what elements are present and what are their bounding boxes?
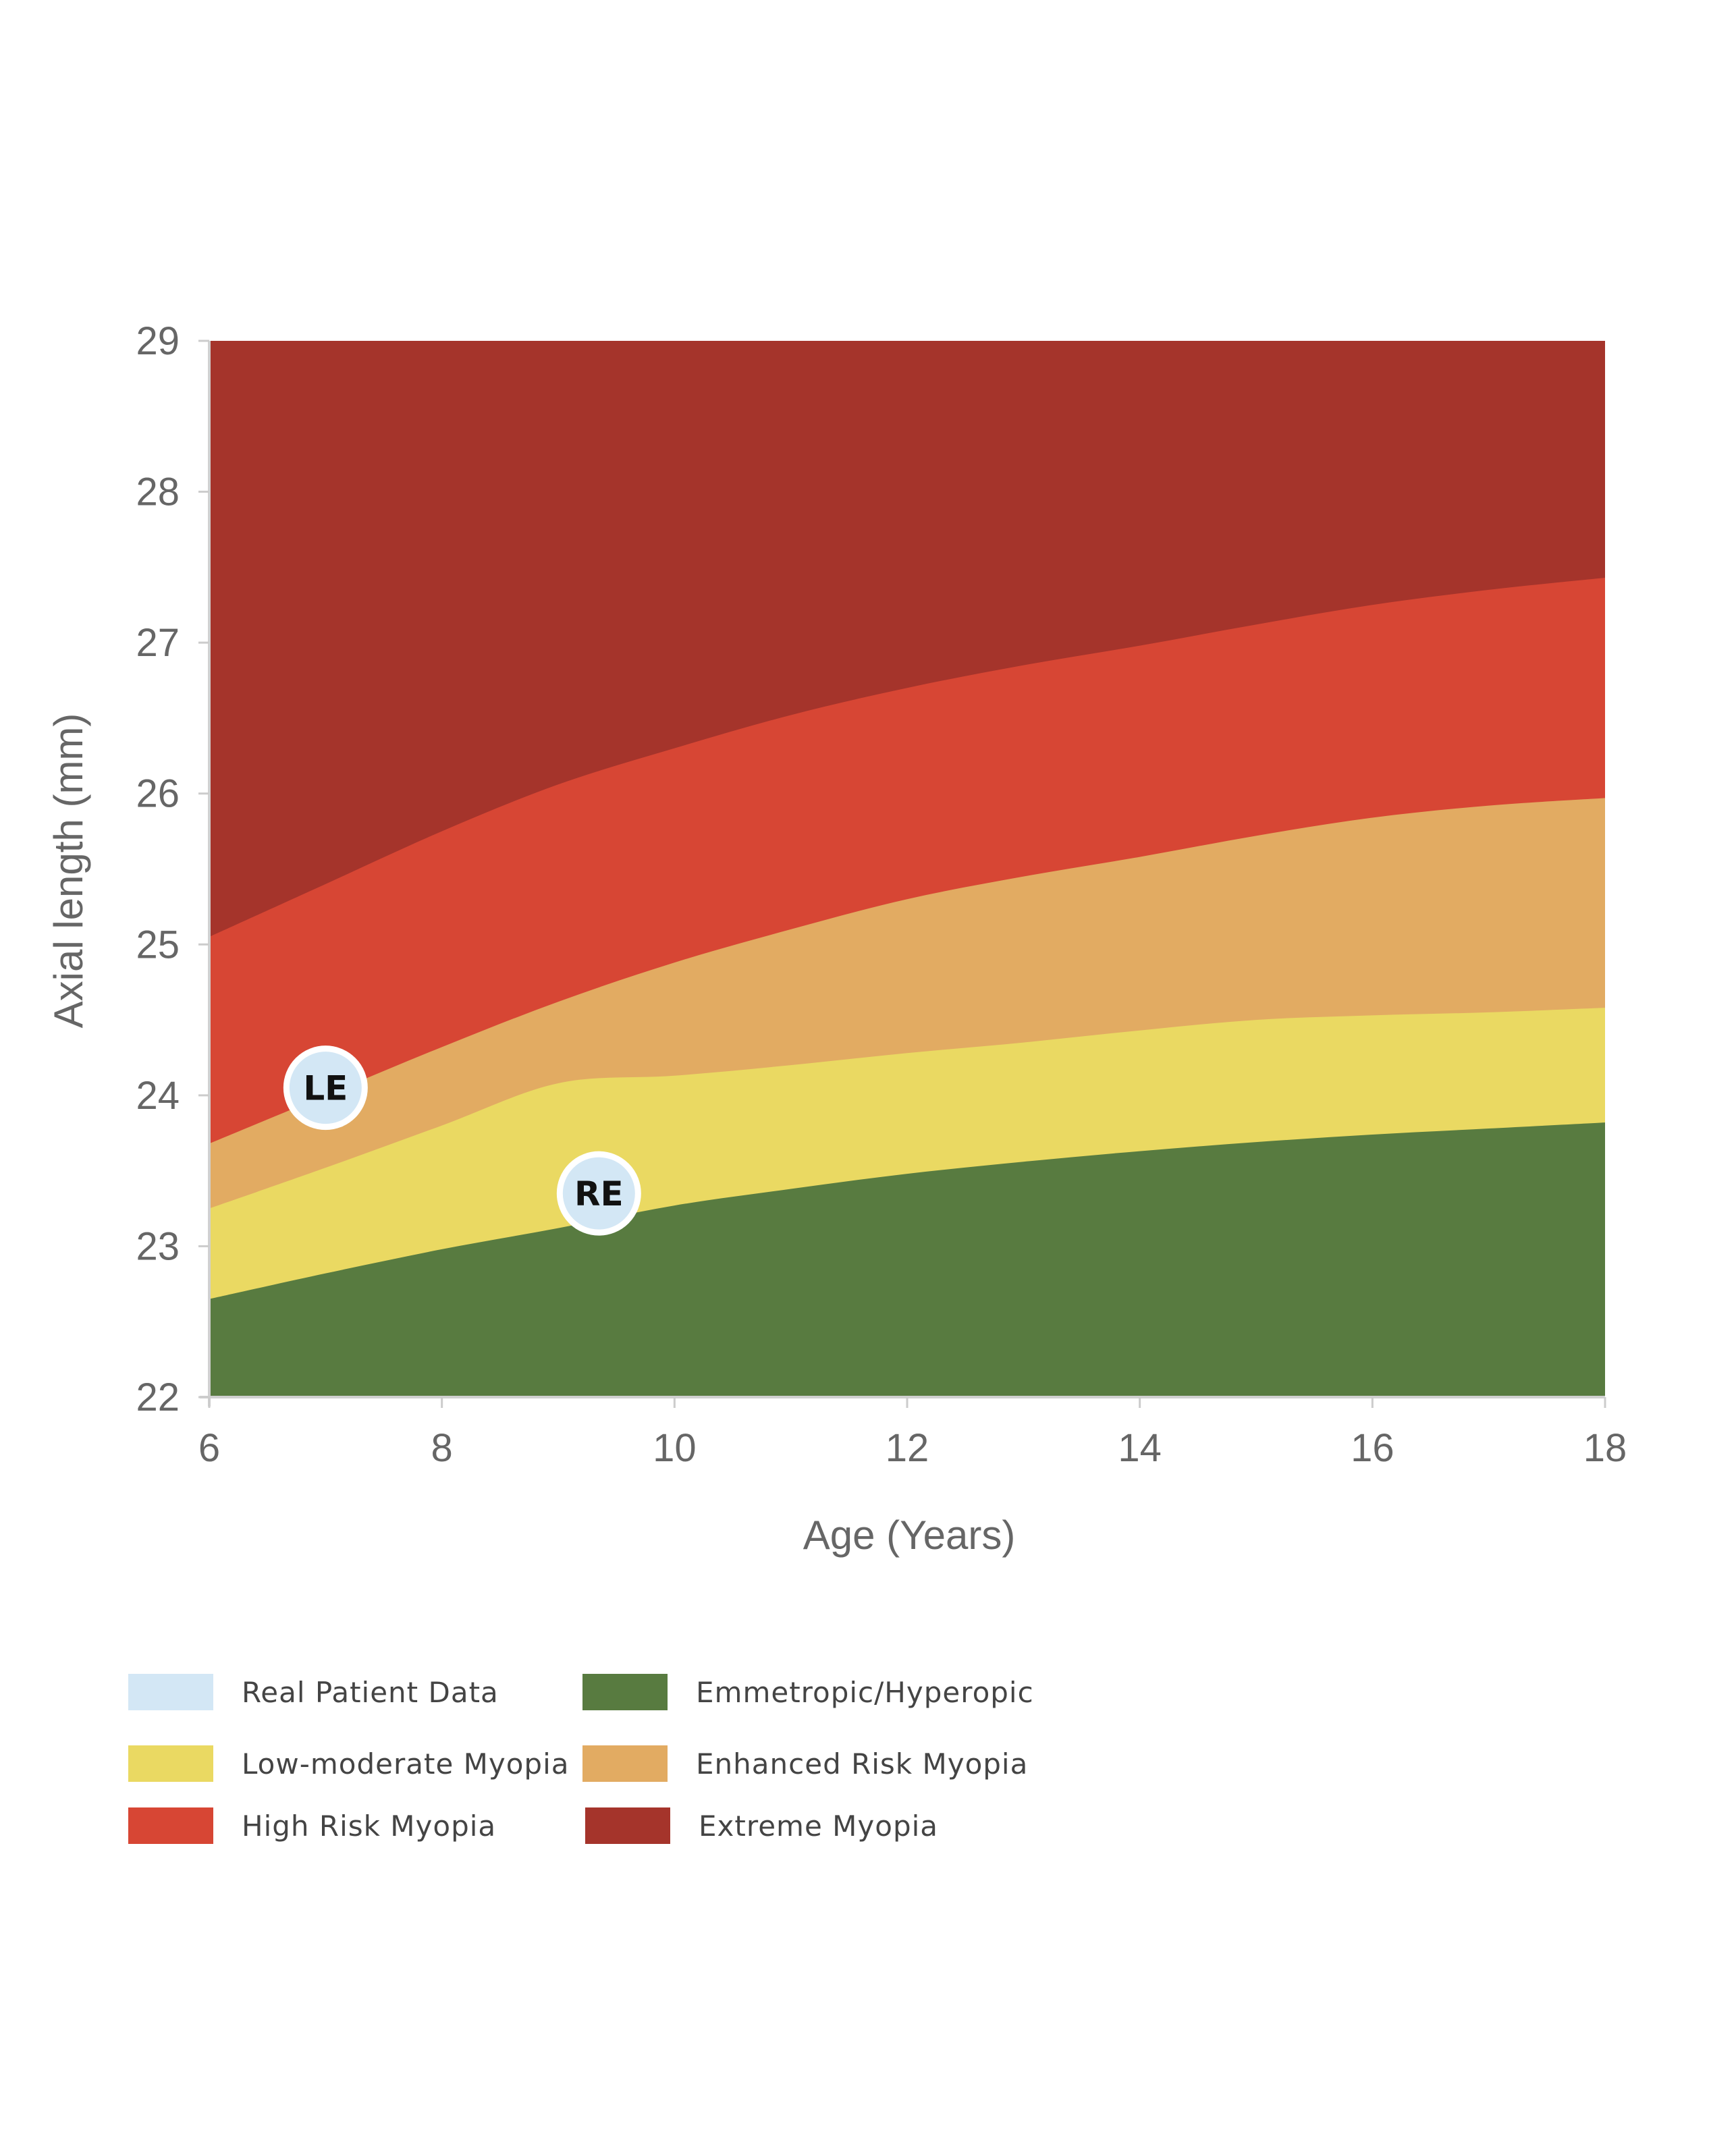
- x-axis-title: Age (Years): [803, 1513, 1016, 1558]
- y-axis-title: Axial length (mm): [46, 713, 91, 1029]
- patient-marker-le[interactable]: LE: [283, 1045, 368, 1131]
- legend-item-real-patient-data: Real Patient Data: [128, 1674, 499, 1710]
- x-tick-label: 18: [1583, 1426, 1627, 1470]
- legend-label: Enhanced Risk Myopia: [696, 1747, 1029, 1780]
- y-tick-label: 26: [136, 772, 180, 816]
- risk-bands: [209, 341, 1605, 1398]
- x-tick-label: 14: [1118, 1426, 1162, 1470]
- legend-swatch: [128, 1745, 213, 1782]
- x-tick-label: 12: [886, 1426, 929, 1470]
- legend-swatch: [128, 1807, 213, 1844]
- chart: 22 23 24 25 26 27 28 29 6 8 10 12 14 16 18 LE RE Age (Y…: [46, 319, 1627, 1558]
- patient-marker-circle: [283, 1045, 368, 1131]
- patient-marker-circle: [556, 1151, 641, 1236]
- band-emmetropic: [209, 1122, 1605, 1397]
- legend-swatch: [582, 1745, 668, 1782]
- y-tick-label: 28: [136, 470, 180, 514]
- legend-label: High Risk Myopia: [242, 1809, 497, 1843]
- legend-item-enhanced: Enhanced Risk Myopia: [582, 1745, 1028, 1782]
- legend: Real Patient Data Emmetropic/Hyperopic L…: [128, 1674, 1073, 1876]
- x-tick-label: 8: [431, 1426, 453, 1470]
- legend-label: Extreme Myopia: [699, 1809, 939, 1843]
- legend-swatch: [128, 1674, 213, 1710]
- y-tick-label: 23: [136, 1224, 180, 1268]
- legend-label: Real Patient Data: [242, 1675, 499, 1709]
- legend-label: Emmetropic/Hyperopic: [696, 1675, 1034, 1709]
- x-tick-label: 10: [653, 1426, 697, 1470]
- legend-item-high-risk: High Risk Myopia: [128, 1807, 496, 1844]
- y-tick-label: 22: [136, 1376, 180, 1419]
- x-tick-label: 16: [1351, 1426, 1394, 1470]
- patient-markers: LE RE: [283, 1045, 641, 1236]
- legend-item-extreme: Extreme Myopia: [585, 1807, 938, 1844]
- legend-item-emmetropic: Emmetropic/Hyperopic: [582, 1674, 1034, 1710]
- y-tick-label: 24: [136, 1074, 180, 1118]
- x-tick-label: 6: [198, 1426, 220, 1470]
- y-tick-label: 27: [136, 621, 180, 665]
- legend-swatch: [582, 1674, 668, 1710]
- y-tick-label: 29: [136, 319, 180, 363]
- axes: 22 23 24 25 26 27 28 29 6 8 10 12 14 16 18: [136, 319, 1627, 1470]
- legend-label: Low-moderate Myopia: [242, 1747, 570, 1780]
- patient-marker-label: LE: [303, 1069, 348, 1108]
- patient-marker-re[interactable]: RE: [556, 1151, 641, 1236]
- legend-item-low-moderate: Low-moderate Myopia: [128, 1745, 570, 1782]
- y-tick-label: 25: [136, 923, 180, 967]
- legend-swatch: [585, 1807, 670, 1844]
- patient-marker-label: RE: [574, 1174, 624, 1214]
